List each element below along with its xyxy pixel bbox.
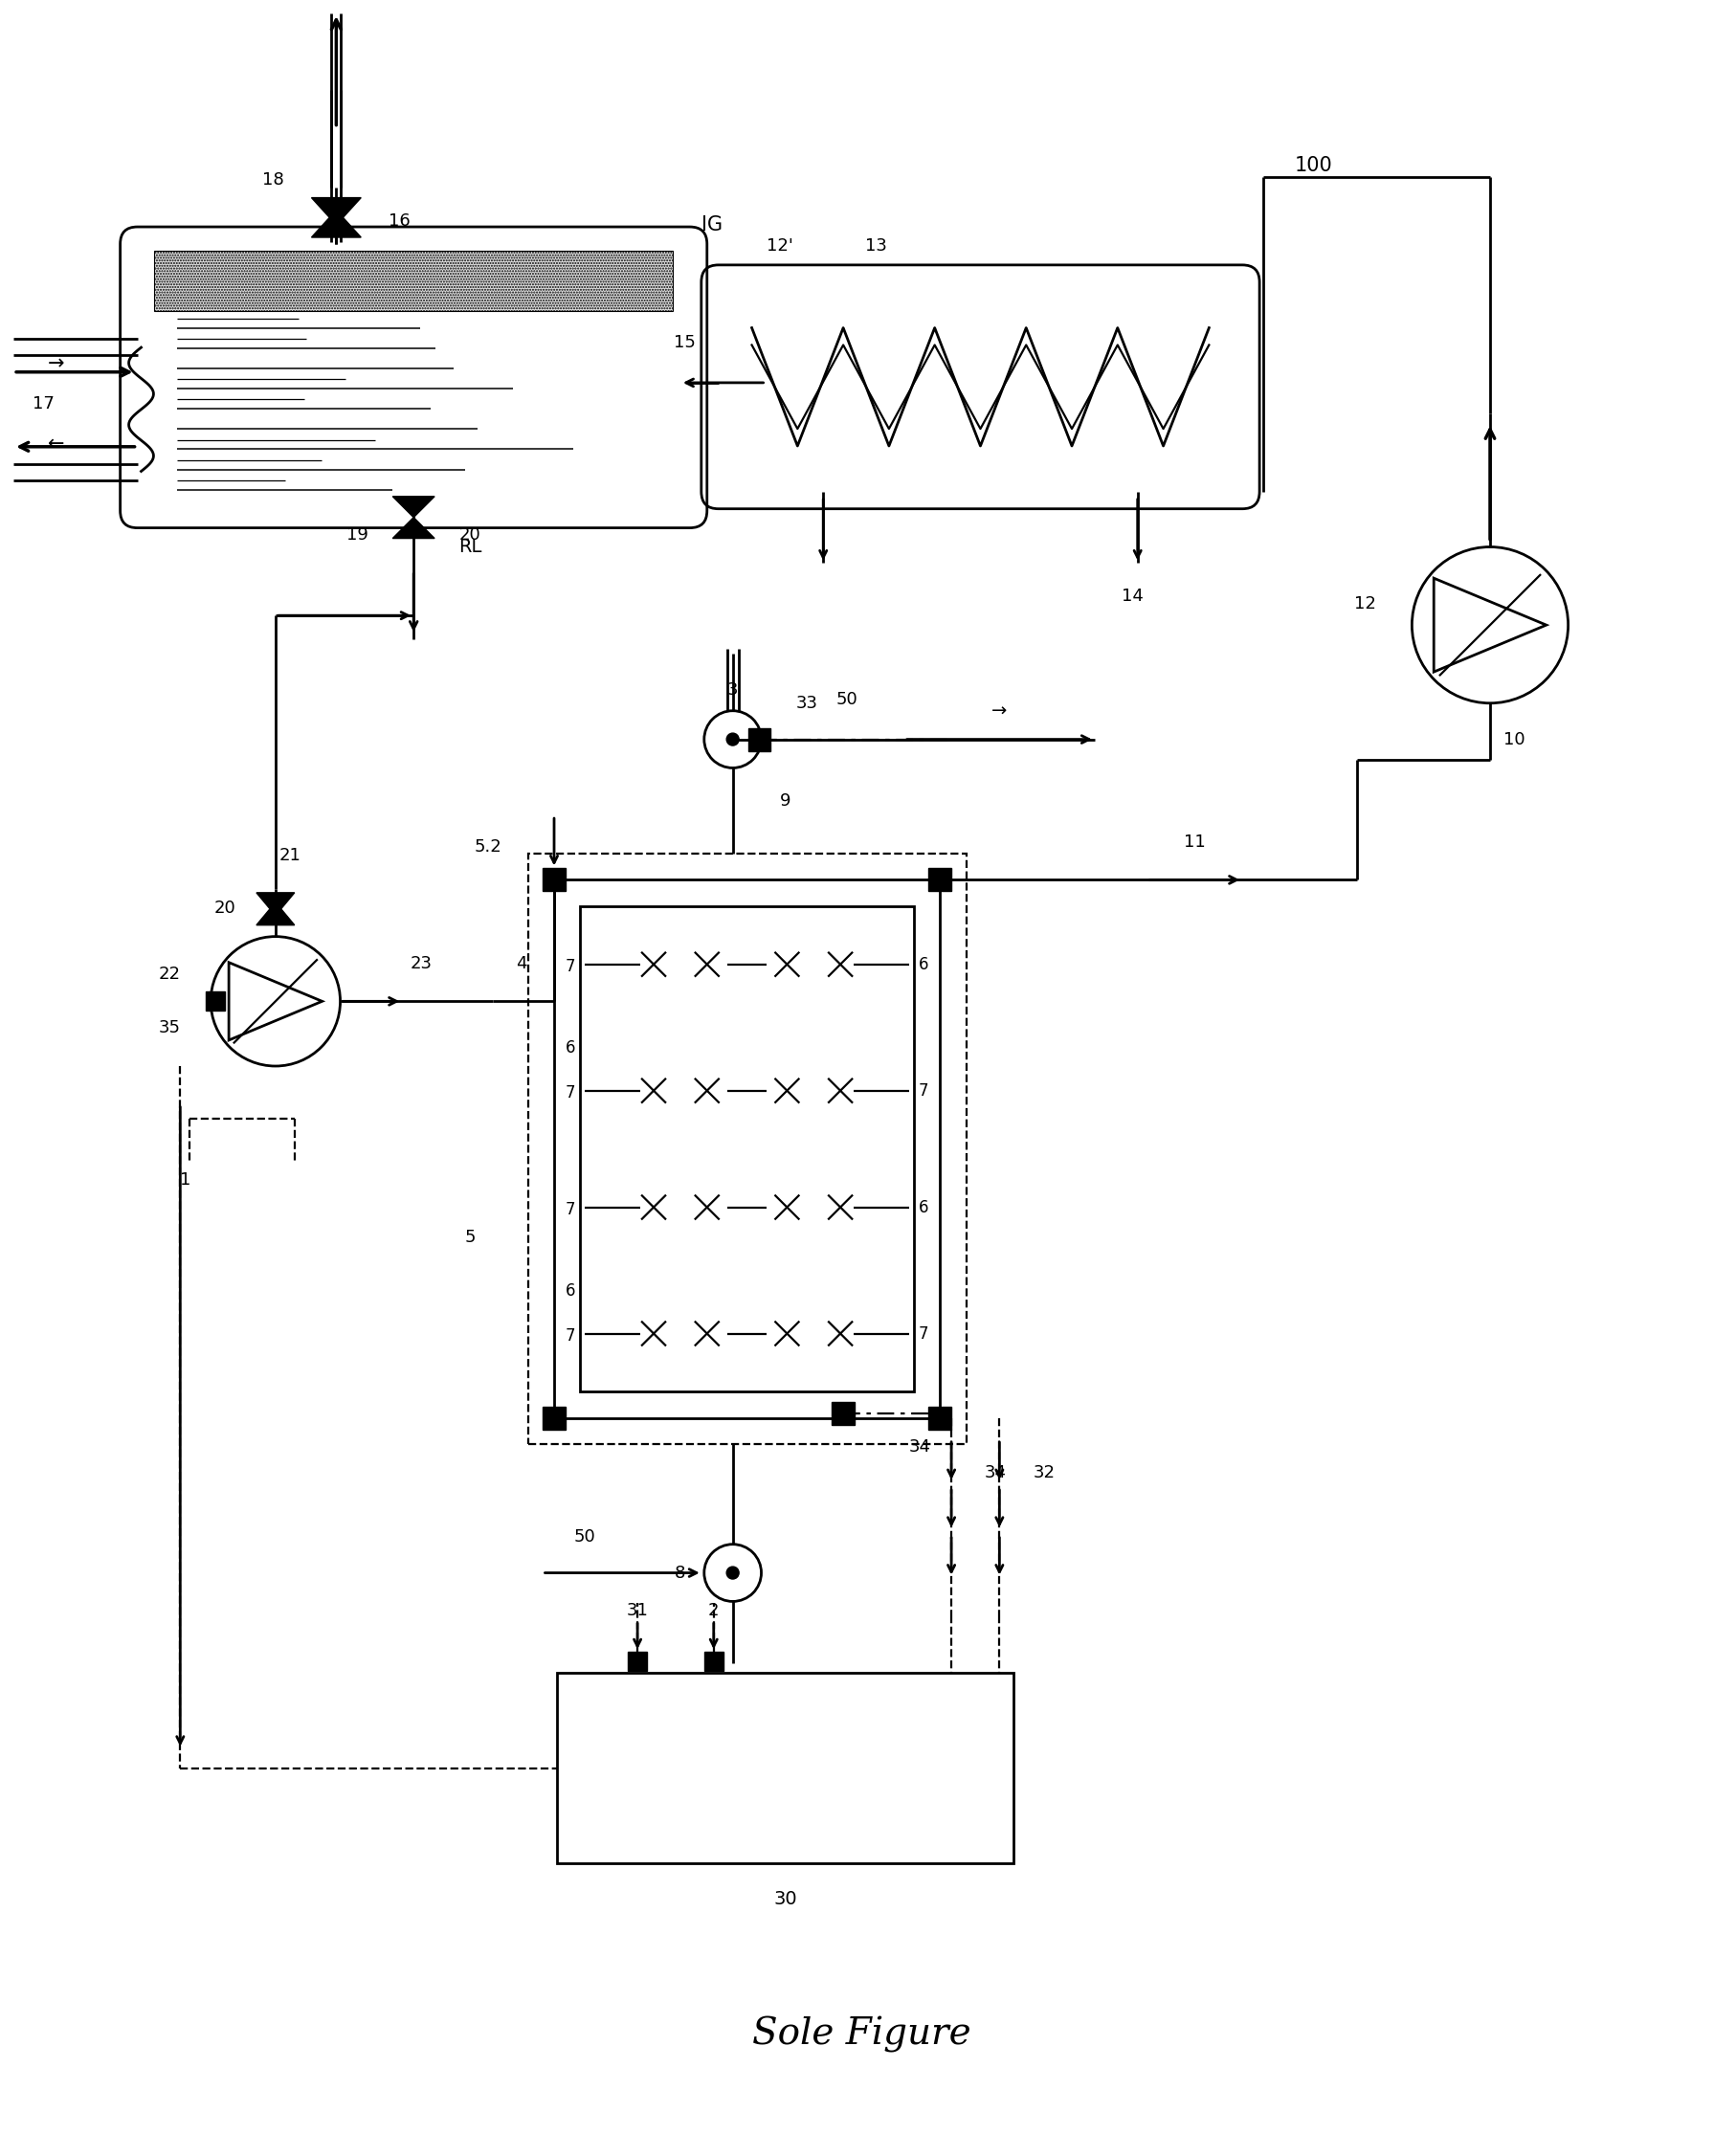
Text: 16: 16 (389, 214, 410, 231)
Text: 32: 32 (1033, 1465, 1055, 1482)
Bar (543, 869, 566, 890)
Text: 15: 15 (674, 333, 696, 352)
Text: 19: 19 (345, 525, 368, 542)
Text: 12': 12' (767, 237, 793, 254)
Text: 7: 7 (566, 1200, 576, 1217)
Text: 31: 31 (627, 1603, 649, 1620)
Text: IG: IG (701, 216, 722, 235)
Text: 7: 7 (918, 1326, 929, 1343)
Text: 7: 7 (566, 959, 576, 976)
Text: →: → (991, 702, 1007, 719)
Text: 100: 100 (1295, 156, 1333, 175)
Bar (832, 1403, 854, 1424)
Text: 11: 11 (1184, 833, 1205, 850)
Text: 50: 50 (575, 1529, 595, 1546)
Text: 35: 35 (158, 1018, 181, 1038)
Text: 7: 7 (566, 1085, 576, 1102)
Text: 6: 6 (566, 1040, 576, 1057)
Text: 10: 10 (1503, 730, 1524, 747)
Text: 17: 17 (33, 395, 54, 412)
Text: 13: 13 (865, 237, 887, 254)
Text: 23: 23 (410, 954, 432, 971)
Circle shape (727, 732, 740, 745)
Text: 5: 5 (465, 1230, 476, 1247)
Text: 50: 50 (837, 692, 858, 709)
Text: 6: 6 (918, 1198, 929, 1215)
Polygon shape (257, 892, 295, 916)
Text: 12: 12 (1354, 596, 1375, 613)
Text: 4: 4 (516, 954, 526, 971)
Polygon shape (311, 199, 361, 224)
Text: →: → (49, 354, 64, 374)
Text: 6: 6 (566, 1283, 576, 1300)
Polygon shape (311, 209, 361, 237)
Bar (929, 869, 951, 890)
Text: Sole Figure: Sole Figure (752, 2018, 970, 2054)
Text: 21: 21 (279, 848, 300, 865)
Polygon shape (392, 497, 434, 517)
Polygon shape (392, 517, 434, 538)
Text: 1: 1 (181, 1172, 191, 1189)
Text: 3: 3 (727, 681, 738, 698)
Text: 7: 7 (566, 1326, 576, 1345)
Text: 20: 20 (460, 525, 481, 542)
Bar (207, 993, 226, 1010)
Text: ←: ← (49, 433, 64, 453)
Bar (628, 1652, 648, 1672)
Circle shape (727, 1567, 740, 1580)
Text: 20: 20 (214, 899, 236, 916)
Text: 8: 8 (675, 1565, 686, 1582)
Text: 9: 9 (779, 792, 790, 809)
Text: RL: RL (458, 538, 481, 555)
Text: 6: 6 (918, 956, 929, 974)
Text: 22: 22 (158, 965, 181, 984)
Text: 33: 33 (797, 694, 818, 711)
Text: 30: 30 (773, 1889, 797, 1909)
Polygon shape (257, 903, 295, 924)
Bar (554, 880, 939, 1418)
Bar (543, 1407, 566, 1430)
Bar (155, 250, 674, 312)
Text: 34: 34 (984, 1465, 1007, 1482)
Bar (929, 1407, 951, 1430)
Text: 5.2: 5.2 (474, 837, 502, 856)
Bar (748, 728, 771, 752)
Bar (528, 854, 967, 1443)
Text: 14: 14 (1121, 587, 1144, 604)
Bar (705, 1652, 724, 1672)
Text: 7: 7 (918, 1082, 929, 1100)
Text: 18: 18 (262, 171, 285, 188)
Bar (557, 1674, 1014, 1864)
Text: 34: 34 (908, 1439, 930, 1456)
Text: 2: 2 (708, 1603, 719, 1620)
Bar (580, 905, 913, 1392)
